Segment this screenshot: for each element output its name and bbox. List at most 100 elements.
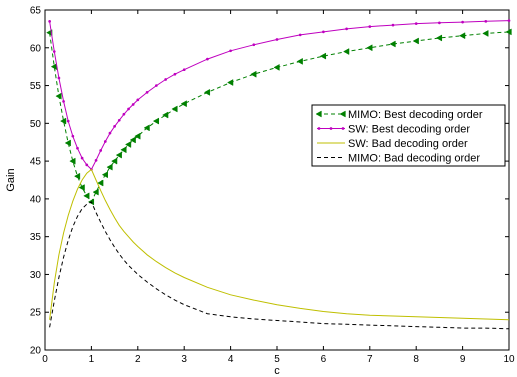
data-point-dot — [136, 98, 140, 102]
data-point-triangle — [73, 172, 81, 180]
data-point-dot — [368, 25, 372, 28]
data-point-dot — [155, 84, 158, 87]
x-tick-label: 7 — [367, 354, 373, 365]
x-tick-label: 8 — [413, 354, 419, 365]
data-point-triangle — [78, 184, 85, 191]
data-point-dot — [127, 107, 130, 111]
data-point-triangle — [69, 157, 76, 165]
x-axis-label: c — [274, 365, 280, 377]
data-point-dot — [94, 159, 98, 162]
series-mimo-best-decoding-order — [46, 28, 512, 206]
data-point-dot — [108, 131, 112, 135]
data-point-dot — [62, 100, 65, 103]
data-point-dot — [507, 19, 511, 22]
data-point-dot — [145, 91, 149, 94]
series-sw-best-decoding-order — [48, 19, 511, 171]
data-point-triangle — [505, 28, 512, 36]
legend-entry-sw-best-decoding-order: SW: Best decoding order — [317, 124, 470, 136]
data-point-triangle — [482, 29, 489, 37]
plot-area — [44, 9, 510, 351]
y-tick-label: 35 — [30, 232, 42, 243]
data-point-triangle — [412, 37, 419, 45]
series-line — [49, 168, 510, 321]
data-point-dot — [182, 68, 186, 72]
y-tick-label: 60 — [30, 43, 42, 54]
data-point-dot — [76, 146, 79, 150]
data-point-dot — [252, 43, 256, 47]
series-mimo-bad-decoding-order — [49, 201, 510, 330]
data-point-triangle — [162, 111, 169, 119]
data-point-dot — [164, 78, 167, 81]
data-point-triangle — [97, 179, 104, 187]
data-point-triangle — [106, 163, 113, 171]
x-tick-label: 2 — [135, 354, 141, 365]
data-point-triangle — [273, 63, 280, 71]
data-point-dot — [275, 38, 279, 41]
data-point-triangle — [64, 139, 71, 147]
data-point-dot — [461, 20, 464, 24]
data-point-dot — [484, 19, 488, 23]
data-point-dot — [229, 49, 232, 53]
x-tick-label: 3 — [181, 354, 187, 365]
data-point-dot — [122, 112, 126, 116]
data-point-dot — [438, 21, 441, 25]
data-point-triangle — [120, 146, 127, 154]
series-line — [49, 201, 510, 330]
data-point-triangle — [459, 32, 466, 40]
x-tick-label: 9 — [460, 354, 466, 365]
data-point-triangle — [83, 192, 90, 200]
data-point-triangle — [180, 100, 187, 108]
data-point-dot — [85, 163, 89, 167]
y-tick-label: 40 — [30, 194, 42, 205]
y-tick-label: 20 — [30, 346, 42, 357]
data-point-dot — [391, 23, 395, 27]
series-layer — [46, 19, 512, 330]
data-point-dot — [57, 76, 61, 80]
data-point-dot — [52, 50, 56, 53]
data-point-dot — [113, 125, 116, 128]
data-point-dot — [322, 30, 325, 34]
legend-entry-mimo-best-decoding-order: MIMO: Best decoding order — [315, 109, 483, 121]
data-point-dot — [103, 140, 107, 143]
y-tick-label: 25 — [30, 308, 42, 319]
y-tick-label: 55 — [30, 81, 42, 92]
data-point-triangle — [115, 151, 122, 159]
x-tick-label: 5 — [274, 354, 280, 365]
data-point-triangle — [101, 171, 108, 179]
data-point-triangle — [366, 44, 373, 52]
data-point-triangle — [129, 136, 136, 144]
x-tick-label: 0 — [42, 354, 48, 365]
data-point-triangle — [319, 52, 327, 60]
data-point-dot — [298, 33, 302, 37]
data-point-dot — [317, 127, 321, 130]
data-point-triangle — [134, 132, 141, 140]
data-point-triangle — [152, 117, 160, 125]
legend-label: MIMO: Bad decoding order — [348, 153, 480, 165]
data-point-triangle — [55, 92, 62, 100]
data-point-dot — [341, 127, 345, 130]
data-point-dot — [80, 156, 84, 160]
legend-label: SW: Bad decoding order — [348, 138, 468, 150]
data-point-triangle — [171, 105, 178, 113]
x-tick-label: 1 — [89, 354, 95, 365]
data-point-triangle — [92, 188, 99, 196]
data-point-dot — [206, 57, 209, 61]
y-tick-label: 65 — [30, 6, 42, 17]
data-point-dot — [117, 118, 121, 122]
data-point-triangle — [111, 157, 118, 165]
data-point-triangle — [143, 124, 150, 132]
data-point-dot — [71, 134, 75, 138]
data-point-dot — [66, 119, 70, 123]
data-point-dot — [329, 127, 333, 130]
x-tick-label: 4 — [228, 354, 234, 365]
x-tick-label: 6 — [321, 354, 327, 365]
legend-items: MIMO: Best decoding order SW: Best decodi… — [315, 109, 483, 165]
legend-label: MIMO: Best decoding order — [348, 109, 483, 121]
data-point-dot — [414, 22, 418, 25]
y-axis-label: Gain — [5, 168, 17, 191]
data-point-dot — [345, 27, 348, 31]
series-sw-bad-decoding-order — [49, 168, 510, 321]
